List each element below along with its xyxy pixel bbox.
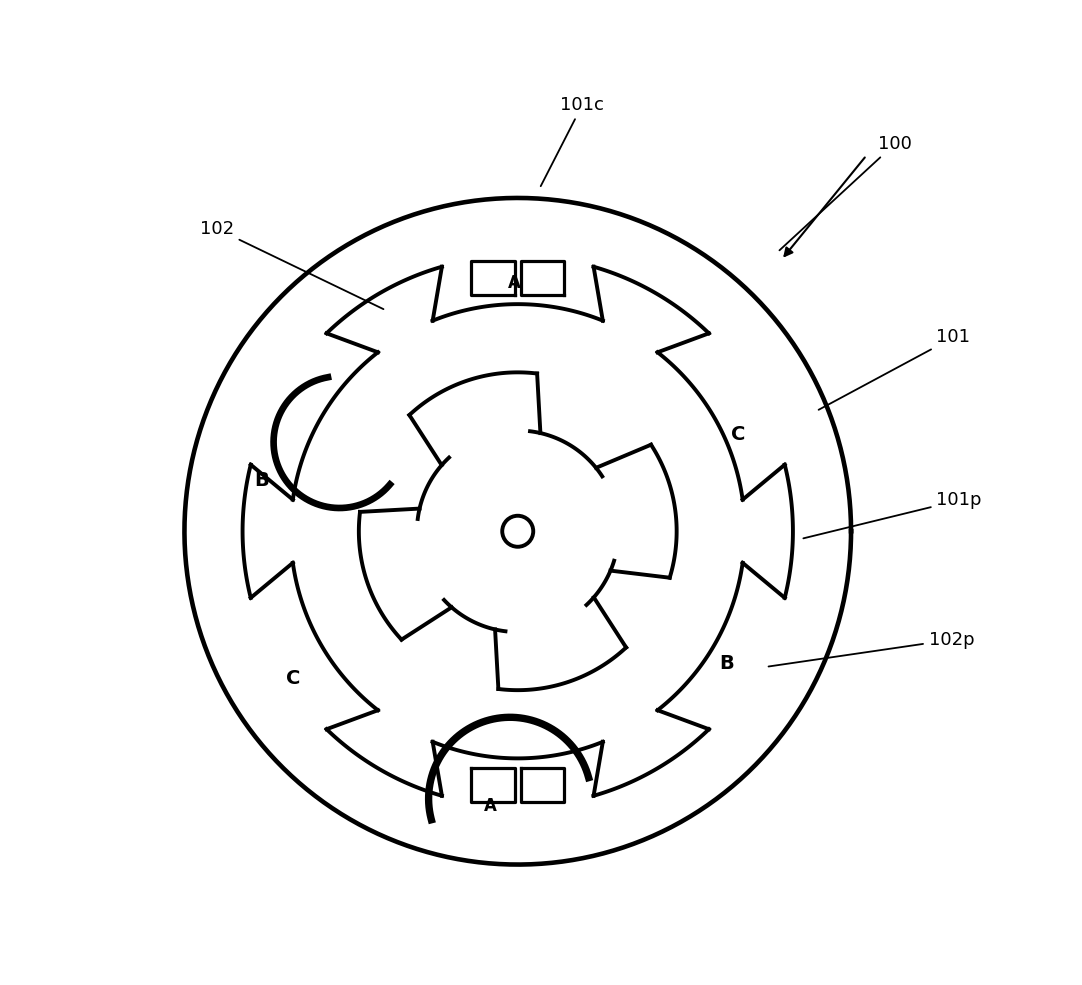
- Text: 101p: 101p: [803, 492, 981, 539]
- Text: B: B: [720, 653, 735, 673]
- Text: A: A: [507, 274, 520, 293]
- Text: C: C: [286, 669, 300, 689]
- Text: 100: 100: [779, 135, 912, 250]
- Text: 101c: 101c: [541, 96, 604, 186]
- Text: 102: 102: [200, 220, 383, 309]
- Text: 101: 101: [819, 328, 971, 410]
- Text: A: A: [484, 798, 497, 816]
- Text: B: B: [254, 472, 269, 491]
- Text: 102p: 102p: [768, 630, 974, 667]
- Text: C: C: [731, 425, 745, 444]
